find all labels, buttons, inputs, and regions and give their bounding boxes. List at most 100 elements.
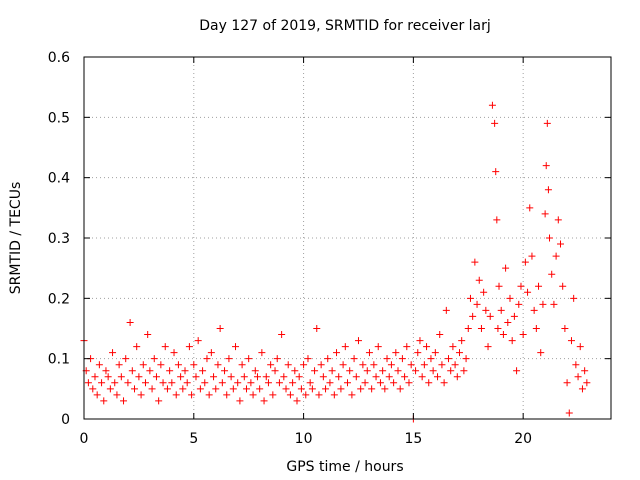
data-point [141, 379, 149, 387]
data-point [238, 361, 246, 369]
data-point [311, 367, 319, 375]
data-point [216, 325, 224, 332]
data-point [559, 282, 567, 290]
data-point [524, 288, 532, 296]
data-point [497, 306, 505, 314]
data-point [550, 300, 558, 308]
data-point [530, 306, 538, 314]
data-point [155, 397, 163, 405]
data-point [473, 300, 481, 308]
data-point [273, 355, 281, 363]
data-point [572, 361, 580, 369]
data-point [365, 349, 373, 357]
data-point [159, 379, 167, 387]
data-point [578, 385, 586, 393]
data-point [462, 355, 470, 363]
y-tick-label: 0.3 [48, 231, 70, 247]
x-tick-label: 20 [514, 431, 532, 447]
data-point [385, 373, 393, 381]
data-point [275, 379, 283, 387]
data-point [203, 355, 211, 363]
data-point [477, 325, 485, 332]
data-point [394, 367, 402, 375]
data-point [271, 367, 279, 375]
data-point [256, 385, 264, 393]
data-point [269, 391, 277, 399]
data-point [418, 373, 426, 381]
data-point [262, 373, 270, 381]
y-tick-label: 0.4 [48, 171, 70, 187]
data-point [407, 361, 415, 369]
data-point [504, 318, 512, 326]
data-point [548, 270, 556, 278]
data-point [308, 385, 316, 393]
data-point [398, 355, 406, 363]
data-point [491, 119, 499, 127]
data-point [326, 379, 334, 387]
data-point [135, 373, 143, 381]
data-point [414, 349, 422, 357]
data-point [532, 325, 540, 332]
data-point [174, 361, 182, 369]
data-point [240, 373, 248, 381]
data-point [157, 361, 165, 369]
data-point [515, 300, 523, 308]
data-point [286, 391, 294, 399]
data-point [387, 361, 395, 369]
data-point [546, 234, 554, 242]
data-point [115, 361, 123, 369]
x-tick-label: 10 [295, 431, 313, 447]
data-point [122, 355, 130, 363]
x-tick-labels: 0 5 10 15 20 [80, 431, 533, 447]
data-point [486, 312, 494, 320]
data-point [368, 385, 376, 393]
data-point [431, 349, 439, 357]
data-point [565, 409, 573, 417]
data-point [554, 216, 562, 224]
data-point [506, 294, 514, 302]
data-point [383, 355, 391, 363]
data-point [289, 379, 297, 387]
data-point [253, 373, 261, 381]
data-point [471, 258, 479, 266]
data-point [445, 355, 453, 363]
data-point [379, 367, 387, 375]
data-point [466, 294, 474, 302]
data-point [372, 373, 380, 381]
data-point [519, 331, 527, 339]
data-point [493, 216, 501, 224]
data-point [100, 397, 108, 405]
data-point [381, 385, 389, 393]
data-point [542, 162, 550, 170]
data-point [282, 385, 290, 393]
data-point [420, 361, 428, 369]
data-point [570, 294, 578, 302]
data-point [111, 379, 119, 387]
data-point [374, 343, 382, 351]
data-point [346, 367, 354, 375]
x-tick-label: 0 [80, 431, 89, 447]
grid-lines [84, 57, 611, 419]
data-point [361, 379, 369, 387]
data-point [436, 331, 444, 339]
data-point [297, 385, 305, 393]
data-point [170, 349, 178, 357]
data-point [464, 325, 472, 332]
data-point [183, 379, 191, 387]
data-point [449, 343, 457, 351]
data-point [442, 306, 450, 314]
data-point [458, 337, 466, 345]
data-point [177, 373, 185, 381]
data-point [251, 367, 259, 375]
data-point [521, 258, 529, 266]
data-point [221, 367, 229, 375]
data-point [488, 101, 496, 109]
data-point [328, 367, 336, 375]
data-point [370, 361, 378, 369]
data-point [563, 379, 571, 387]
data-point [317, 361, 325, 369]
data-point [539, 300, 547, 308]
data-point [229, 385, 237, 393]
data-point [339, 361, 347, 369]
data-point [192, 373, 200, 381]
